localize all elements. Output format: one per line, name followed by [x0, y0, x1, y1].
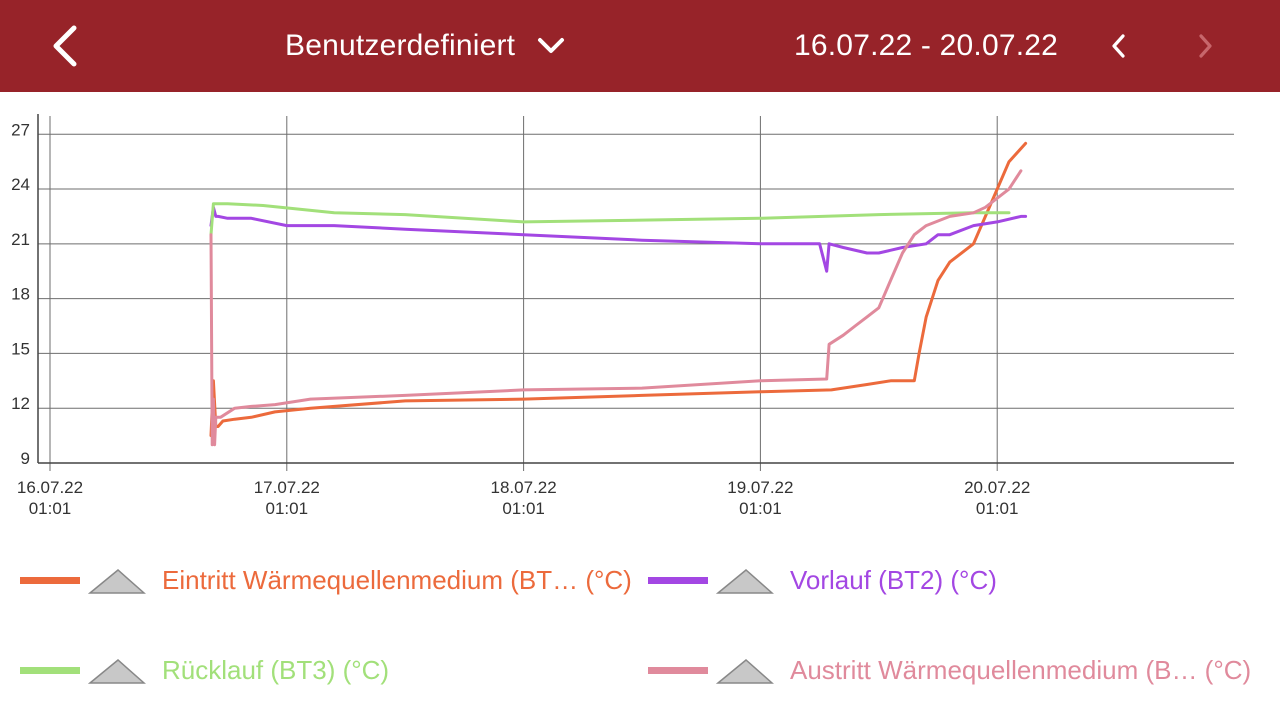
x-tick-time: 01:01 — [976, 499, 1019, 518]
legend-swatch — [648, 576, 708, 584]
chevron-left-icon — [53, 25, 77, 67]
x-tick-date: 16.07.22 — [17, 478, 83, 497]
range-dropdown[interactable]: Benutzerdefiniert — [285, 26, 565, 66]
y-tick-label: 18 — [11, 285, 30, 304]
line-chart: 9 12 15 18 21 24 27 16.07.22 01:01 17.07.22 01:01 1… — [11, 114, 1234, 518]
legend-swatch — [648, 666, 708, 674]
legend-item-eintritt[interactable]: Eintritt Wärmequellenmedium (BT… (°C) — [20, 560, 632, 600]
x-tick-date: 20.07.22 — [964, 478, 1030, 497]
legend-item-austritt[interactable]: Austritt Wärmequellenmedium (B… (°C) — [648, 650, 1251, 690]
y-tick-label: 24 — [11, 175, 30, 194]
legend-label: Vorlauf (BT2) (°C) — [790, 564, 997, 595]
series-line-3 — [209, 202, 1011, 237]
x-tick-time: 01:01 — [502, 499, 545, 518]
legend-swatch — [20, 666, 80, 674]
x-tick-date: 17.07.22 — [254, 478, 320, 497]
y-tick-label: 12 — [11, 394, 30, 413]
date-range: 16.07.22 - 20.07.22 — [794, 29, 1059, 62]
x-tick-date: 18.07.22 — [491, 478, 557, 497]
previous-period-button[interactable] — [1104, 30, 1134, 62]
header-bar: Benutzerdefiniert 16.07.22 - 20.07.22 — [0, 0, 1280, 92]
range-label: Benutzerdefiniert — [285, 29, 516, 62]
mountain-icon — [88, 569, 146, 594]
series-line-4 — [209, 169, 1023, 447]
back-button[interactable] — [46, 24, 86, 68]
x-tick-date: 19.07.22 — [727, 478, 793, 497]
y-tick-label: 21 — [11, 230, 30, 249]
series-line-1 — [209, 141, 1028, 438]
legend-item-ruecklauf[interactable]: Rücklauf (BT3) (°C) — [20, 650, 389, 690]
y-tick-label: 9 — [21, 449, 30, 468]
chevron-right-icon — [1199, 34, 1212, 58]
x-tick-time: 01:01 — [29, 499, 72, 518]
y-tick-label: 15 — [11, 339, 30, 358]
mountain-icon — [88, 659, 146, 684]
legend-label: Rücklauf (BT3) (°C) — [162, 654, 390, 685]
legend-label: Austritt Wärmequellenmedium (B… (°C) — [790, 654, 1252, 685]
legend-item-vorlauf[interactable]: Vorlauf (BT2) (°C) — [648, 560, 997, 600]
legend-label: Eintritt Wärmequellenmedium (BT… (°C) — [162, 564, 632, 595]
x-tick-time: 01:01 — [266, 499, 309, 518]
x-tick-time: 01:01 — [739, 499, 782, 518]
y-tick-label: 27 — [11, 120, 30, 139]
mountain-icon — [716, 659, 774, 684]
legend-swatch — [20, 576, 80, 584]
chevron-down-icon — [538, 38, 565, 53]
series-line-2 — [209, 205, 1028, 273]
next-period-button[interactable] — [1190, 30, 1220, 62]
mountain-icon — [716, 569, 774, 594]
chevron-left-icon — [1112, 34, 1125, 58]
